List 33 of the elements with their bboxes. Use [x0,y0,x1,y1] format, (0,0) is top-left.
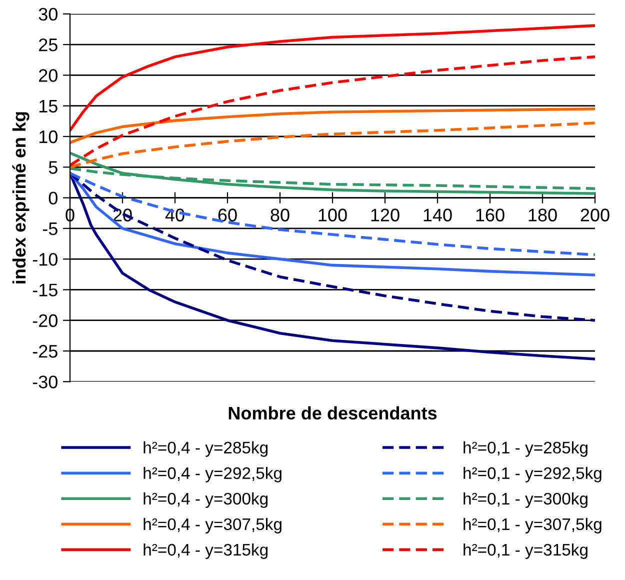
y-tick-label: 25 [39,38,58,52]
x-tick-label: 140 [424,208,452,222]
x-tick-label: 180 [528,208,557,222]
legend-label: h²=0,4 - y=292,5kg [144,466,282,482]
y-tick-label: 20 [39,69,58,82]
x-tick-label: 80 [270,208,290,222]
y-tick-label: -5 [42,222,58,236]
y-tick-label: -10 [32,253,58,266]
x-tick-label: 160 [476,208,504,222]
legend-label: h²=0,4 - y=315kg [144,543,268,559]
legend-label: h²=0,4 - y=300kg [144,492,268,508]
legend-label: h²=0,1 - y=307,5kg [464,518,602,534]
x-tick-label: 100 [318,208,347,222]
x-tick-label: 60 [218,208,237,222]
y-axis-title: index exprimé en kg [12,112,30,284]
x-axis-title: Nombre de descendants [228,406,437,420]
y-tick-label: 5 [48,161,58,174]
y-tick-label: 0 [48,192,58,204]
legend-label: h²=0,1 - y=285kg [464,441,588,457]
y-tick-label: 15 [39,100,58,113]
y-tick-label: -15 [32,284,58,296]
y-tick-label: -20 [32,314,58,328]
legend-label: h²=0,1 - y=300kg [464,492,588,508]
y-tick-label: -25 [32,344,58,358]
legend-label: h²=0,1 - y=315kg [464,543,588,559]
legend-label: h²=0,4 - y=285kg [144,441,268,457]
legend-label: h²=0,1 - y=292,5kg [464,466,602,482]
y-tick-label: -30 [32,376,58,388]
x-tick-label: 120 [371,208,400,222]
legend-label: h²=0,4 - y=307,5kg [144,518,282,534]
y-tick-label: 30 [38,8,58,21]
y-tick-label: 10 [39,130,58,144]
x-tick-label: 200 [580,208,610,222]
